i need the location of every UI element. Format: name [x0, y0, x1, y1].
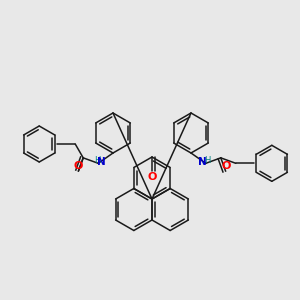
Text: O: O — [222, 161, 231, 171]
Text: O: O — [74, 161, 83, 171]
Text: N: N — [198, 157, 207, 167]
Text: H: H — [205, 156, 211, 165]
Text: H: H — [94, 156, 101, 165]
Text: O: O — [147, 172, 157, 182]
Text: N: N — [97, 157, 106, 167]
